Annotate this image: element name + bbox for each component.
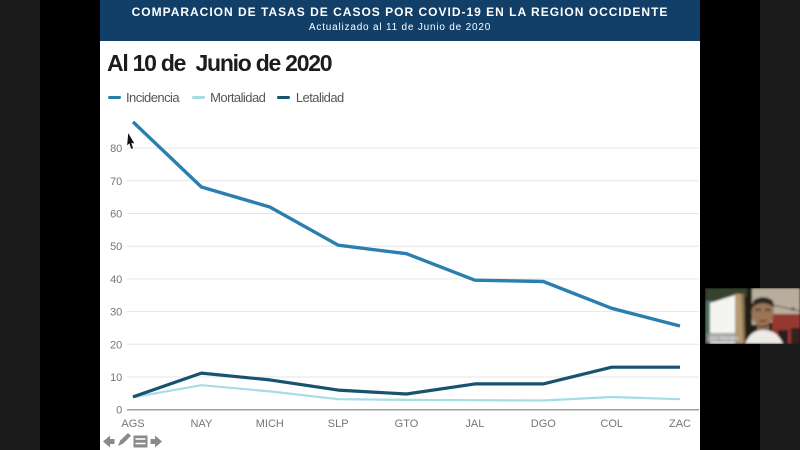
svg-text:0: 0 [116, 405, 122, 417]
svg-text:MICH: MICH [256, 418, 284, 430]
svg-text:20: 20 [110, 339, 122, 351]
svg-text:60: 60 [110, 209, 122, 221]
svg-text:AGS: AGS [121, 418, 144, 430]
svg-text:80: 80 [110, 143, 122, 155]
svg-text:SLP: SLP [328, 418, 349, 430]
svg-text:ZAC: ZAC [669, 418, 691, 430]
svg-text:30: 30 [110, 307, 122, 319]
svg-text:GTO: GTO [395, 418, 419, 430]
svg-text:70: 70 [110, 176, 122, 188]
svg-text:COL: COL [600, 418, 623, 430]
svg-text:NAY: NAY [190, 418, 212, 430]
svg-text:40: 40 [110, 274, 122, 286]
svg-text:Jos Norato: Jos Norato [708, 335, 738, 342]
svg-text:JAL: JAL [465, 418, 484, 430]
svg-text:50: 50 [110, 241, 122, 253]
svg-text:10: 10 [110, 372, 122, 384]
svg-text:DGO: DGO [531, 418, 557, 430]
